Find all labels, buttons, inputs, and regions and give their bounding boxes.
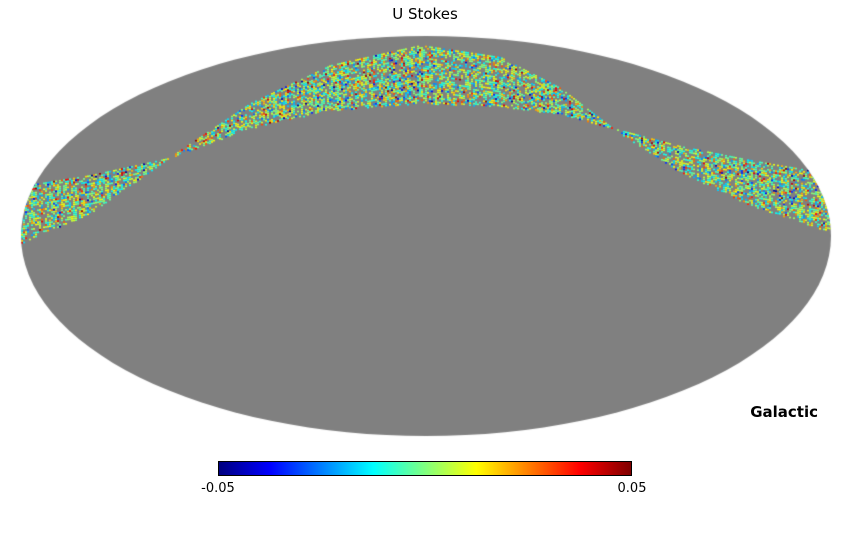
colorbar-min-label: -0.05 (201, 481, 235, 496)
coordinate-system-label: Galactic (750, 403, 818, 421)
colorbar-max-label: 0.05 (617, 481, 647, 496)
colorbar-gradient (218, 461, 632, 476)
sky-map-canvas (0, 0, 850, 450)
